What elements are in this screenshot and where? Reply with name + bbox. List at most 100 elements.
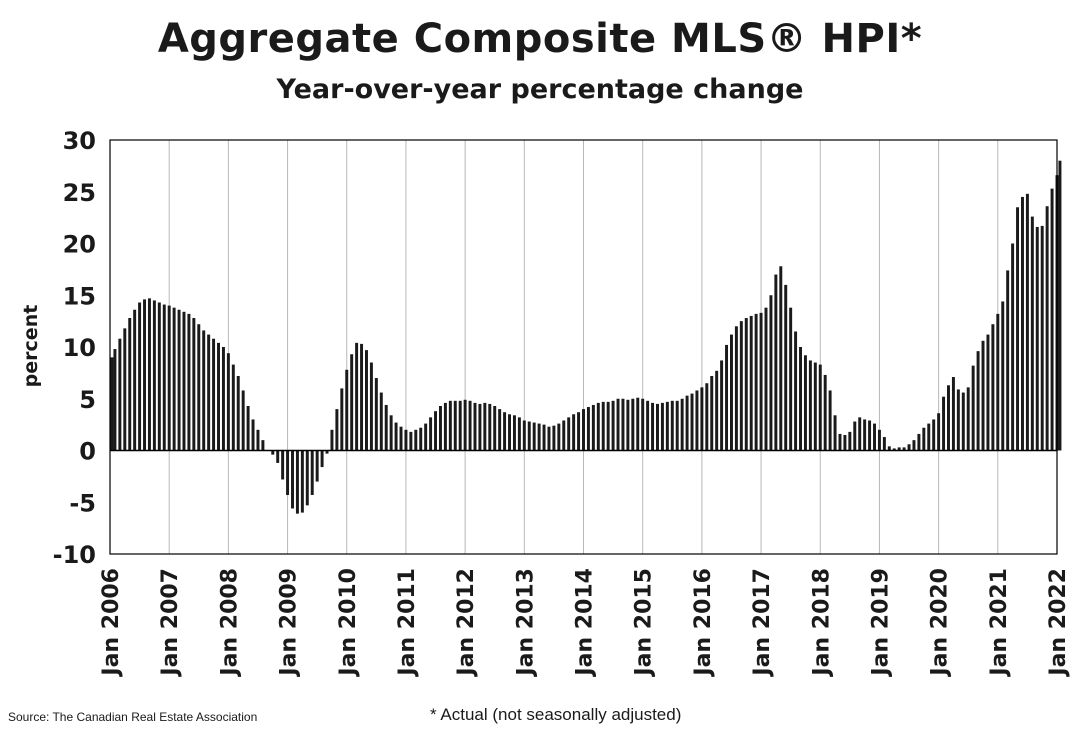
bar	[261, 440, 265, 451]
bar	[956, 389, 960, 451]
bar	[715, 370, 719, 451]
bar	[478, 403, 482, 451]
bar	[172, 307, 176, 451]
bar	[572, 414, 576, 451]
bar	[818, 364, 822, 451]
y-tick-label: -10	[53, 541, 96, 569]
bar	[991, 324, 995, 451]
bar	[660, 402, 664, 451]
y-axis-label: percent	[20, 305, 42, 388]
bar	[937, 413, 941, 451]
bar	[996, 313, 1000, 451]
bar	[212, 338, 216, 451]
y-axis-ticks: 30 25 20 15 10 5 0 -5 -10	[53, 127, 96, 569]
bar	[1030, 216, 1034, 451]
bar	[369, 362, 373, 451]
bar	[202, 330, 206, 451]
bar	[110, 357, 114, 451]
bar	[325, 450, 329, 454]
bar	[646, 400, 650, 451]
bar	[281, 450, 285, 480]
bar	[552, 425, 556, 451]
bar	[389, 415, 393, 451]
bar	[616, 398, 620, 451]
bar	[675, 400, 679, 451]
bar	[562, 420, 566, 451]
bar	[739, 321, 743, 451]
bar	[1035, 226, 1039, 451]
bar	[976, 351, 980, 451]
bar	[236, 375, 240, 451]
bar	[873, 423, 876, 451]
x-tick-label: Jan 2006	[99, 568, 124, 678]
bar	[251, 419, 255, 451]
bar	[1040, 225, 1044, 451]
bar	[1011, 243, 1015, 451]
bar	[133, 309, 137, 451]
x-tick-label: Jan 2014	[573, 568, 598, 678]
bar	[720, 360, 724, 451]
bar	[665, 401, 669, 451]
bar	[774, 274, 778, 451]
bar	[443, 402, 447, 451]
bar	[887, 446, 891, 451]
bar	[118, 338, 122, 451]
bar	[981, 340, 985, 451]
bar	[710, 375, 714, 451]
bar	[409, 431, 413, 451]
x-tick-label: Jan 2017	[750, 568, 775, 678]
bar	[853, 421, 857, 451]
bar	[912, 440, 916, 451]
bar	[1006, 270, 1010, 451]
bar	[448, 400, 452, 451]
bar	[641, 398, 645, 451]
bar	[226, 353, 230, 451]
bar	[350, 354, 354, 451]
x-tick-label: Jan 2008	[217, 568, 242, 678]
bar	[1001, 301, 1005, 451]
bar	[320, 450, 324, 468]
bar	[414, 429, 418, 451]
bar	[113, 349, 117, 451]
bar	[656, 403, 659, 451]
bar	[517, 417, 521, 451]
bar	[868, 420, 872, 451]
chart-subtitle: Year-over-year percentage change	[276, 74, 804, 105]
bar	[493, 406, 497, 451]
y-tick-label: 30	[63, 127, 96, 155]
bar	[434, 411, 438, 451]
bar	[882, 437, 886, 451]
bar	[621, 398, 625, 451]
bar	[305, 450, 309, 506]
x-tick-label: Jan 2010	[336, 568, 361, 678]
bar	[754, 313, 758, 451]
x-tick-label: Jan 2018	[809, 568, 834, 678]
bar	[458, 400, 462, 451]
bar	[241, 390, 245, 451]
y-tick-label: 20	[63, 231, 96, 259]
bar	[537, 423, 541, 451]
y-tick-label: 25	[63, 179, 96, 207]
bar	[508, 414, 511, 451]
bar	[848, 431, 852, 451]
bar	[769, 295, 773, 451]
bar	[315, 450, 319, 482]
bar	[764, 307, 768, 451]
bar	[256, 429, 260, 451]
bar	[295, 450, 299, 514]
bar	[892, 448, 896, 451]
y-tick-label: 15	[63, 282, 96, 310]
bar	[685, 395, 689, 451]
bar-series	[110, 160, 1062, 514]
bar	[636, 397, 640, 451]
y-tick-label: 0	[79, 438, 96, 466]
bar	[345, 369, 349, 451]
bar	[631, 398, 635, 451]
bar	[483, 402, 487, 451]
bar	[808, 360, 812, 451]
bar	[177, 309, 181, 451]
bar	[152, 300, 156, 451]
bar	[147, 298, 151, 451]
bar	[942, 396, 946, 451]
x-tick-label: Jan 2019	[868, 568, 893, 678]
